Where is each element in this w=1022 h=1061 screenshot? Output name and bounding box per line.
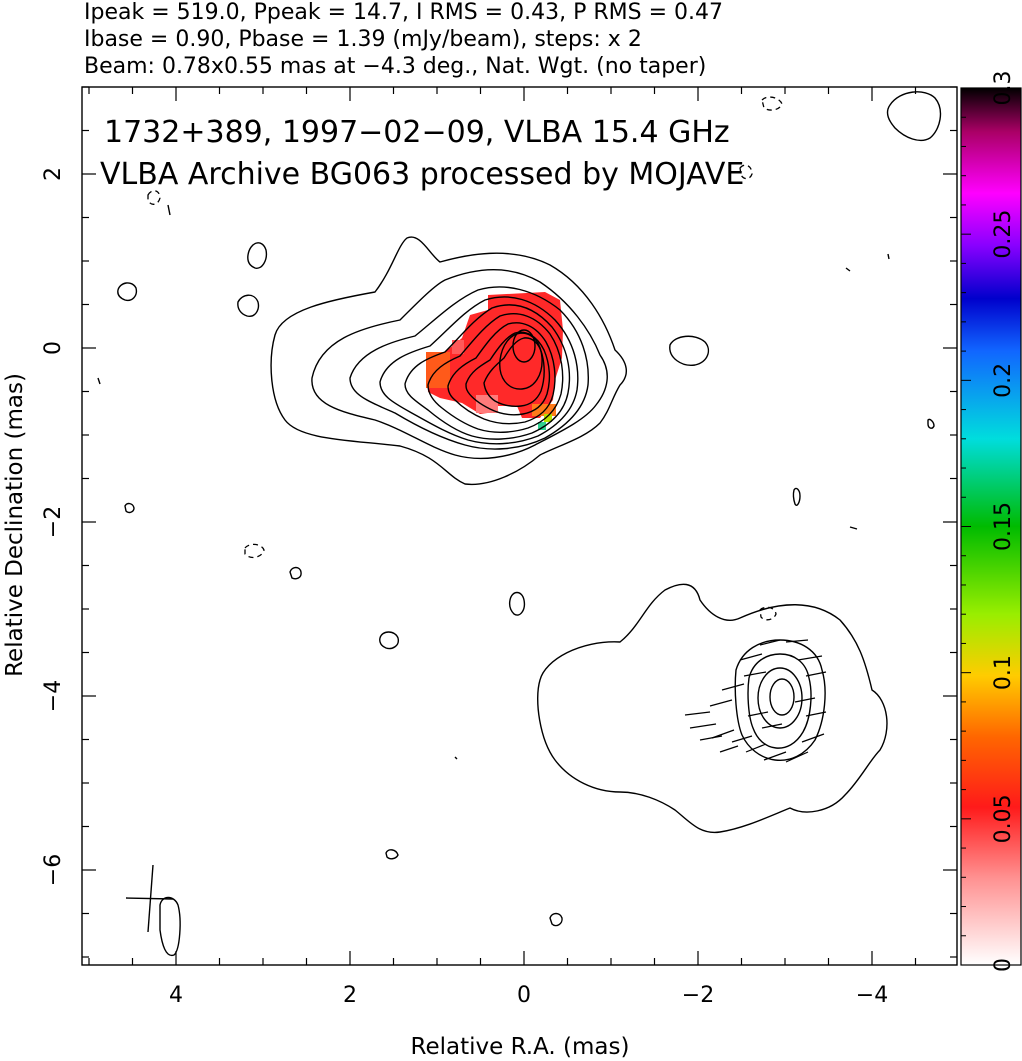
source-annotation-line-1: 1732+389, 1997−02−09, VLBA 15.4 GHz [104, 115, 730, 150]
y-tick-label: 2 [41, 167, 66, 181]
y-tick-label: −4 [41, 680, 66, 712]
y-axis-label: Relative Declination (mas) [2, 373, 28, 677]
y-tick-label: 0 [41, 341, 66, 355]
colorbar: 0 0.05 0.1 0.15 0.2 0.25 0.3 [960, 71, 1022, 972]
colorbar-tick-label: 0.05 [991, 794, 1016, 843]
knot-contours [537, 583, 888, 834]
header-line-2: Ibase = 0.90, Pbase = 1.39 (mJy/beam), s… [84, 27, 642, 52]
x-tick-labels: 4 2 0 −2 −4 [169, 983, 888, 1008]
evpa-vectors [684, 639, 827, 763]
beam-marker [125, 864, 174, 933]
plot-frame [81, 86, 958, 966]
x-tick-label: 0 [517, 983, 531, 1008]
colorbar-tick-label: 0.25 [991, 210, 1016, 259]
y-tick-label: −2 [41, 506, 66, 538]
x-tick-label: −4 [856, 983, 888, 1008]
x-tick-label: −2 [682, 983, 714, 1008]
header-line-1: Ipeak = 519.0, Ppeak = 14.7, I RMS = 0.4… [84, 0, 723, 25]
map-content [97, 91, 942, 957]
colorbar-tick-label: 0.1 [991, 655, 1016, 690]
source-annotation-line-2: VLBA Archive BG063 processed by MOJAVE [100, 157, 744, 192]
colorbar-tick-label: 0.2 [991, 363, 1016, 398]
axis-ticks [82, 86, 957, 965]
noise-contours [97, 91, 942, 957]
colorbar-tick-label: 0.3 [991, 71, 1016, 106]
x-axis-label: Relative R.A. (mas) [411, 1034, 630, 1060]
colorbar-ticks: 0 0.05 0.1 0.15 0.2 0.25 0.3 [961, 71, 1016, 972]
y-tick-labels: 2 0 −2 −4 −6 [41, 167, 66, 886]
colorbar-tick-label: 0.15 [991, 502, 1016, 551]
header-line-3: Beam: 0.78x0.55 mas at −4.3 deg., Nat. W… [84, 54, 706, 79]
x-tick-label: 2 [343, 983, 357, 1008]
core-contours [270, 236, 627, 486]
colorbar-tick-label: 0 [991, 958, 1016, 972]
x-tick-label: 4 [169, 983, 183, 1008]
y-tick-label: −6 [41, 854, 66, 886]
